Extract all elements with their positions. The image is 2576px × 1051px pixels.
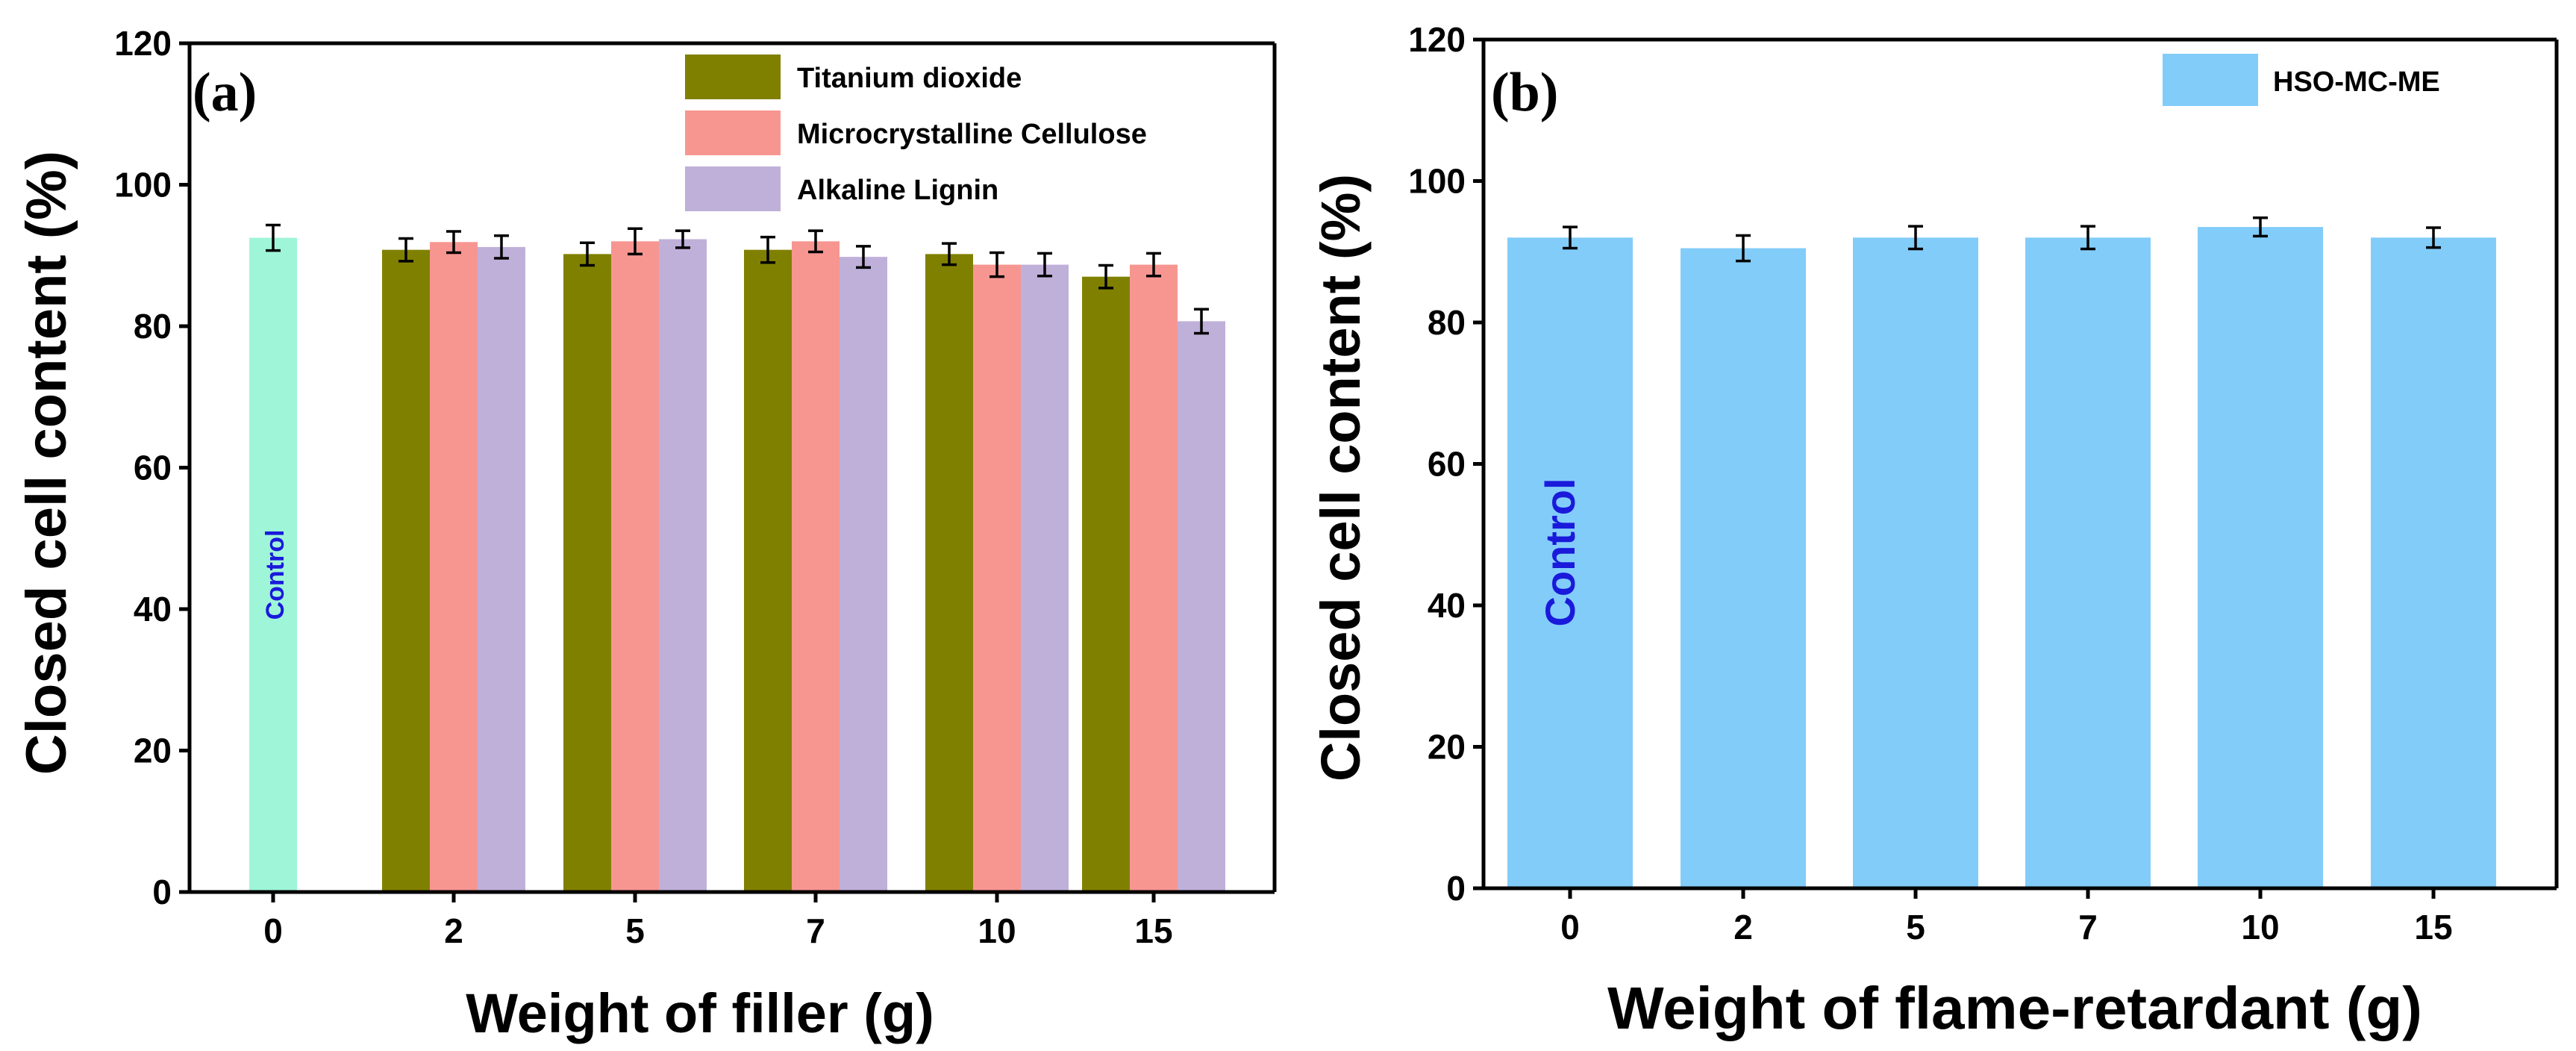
bar-hso-mc-me-7 bbox=[2025, 237, 2151, 888]
error-bar-titanium-dioxide-5 bbox=[580, 241, 595, 267]
panel-b-x-ticks: 0 2 5 7 10 15 bbox=[1560, 888, 2453, 946]
panel-a-label: (a) bbox=[193, 62, 257, 123]
error-bar-hso-mc-me-5 bbox=[1908, 225, 1923, 251]
panel-b-label: (b) bbox=[1491, 62, 1558, 123]
panel-b-legend: HSO-MC-ME bbox=[2163, 54, 2440, 106]
bar-hso-mc-me-2 bbox=[1681, 248, 1806, 888]
panel-a-x-ticks: 0 2 5 7 10 15 bbox=[263, 892, 1173, 950]
error-bar-alkaline-lignin-2 bbox=[494, 234, 509, 260]
bar-control-0 bbox=[249, 237, 297, 892]
x-tick-label: 15 bbox=[2414, 908, 2452, 946]
error-bar-titanium-dioxide-2 bbox=[398, 237, 413, 263]
legend-label-microcrystalline-cellulose: Microcrystalline Cellulose bbox=[797, 119, 1147, 150]
panel-b-y-axis-title: Closed cell content (%) bbox=[1310, 174, 1372, 782]
error-bar-titanium-dioxide-10 bbox=[942, 242, 957, 266]
error-bar-hso-mc-me-0 bbox=[1563, 225, 1578, 250]
chart-panel-a: (a) Control 0 20 40 60 80 100 120 0 2 5 7 10 15 Tit… bbox=[15, 24, 1277, 1044]
bar-microcrystalline-cellulose-10 bbox=[973, 264, 1021, 892]
bar-alkaline-lignin-15 bbox=[1178, 321, 1225, 892]
error-bar-microcrystalline-cellulose-10 bbox=[990, 251, 1004, 278]
error-bar-hso-mc-me-2 bbox=[1736, 234, 1751, 263]
x-tick-label: 0 bbox=[1560, 908, 1580, 946]
x-tick-label: 0 bbox=[263, 911, 283, 950]
y-tick-label: 20 bbox=[1428, 728, 1466, 767]
error-bar-microcrystalline-cellulose-5 bbox=[628, 227, 643, 256]
y-tick-label: 0 bbox=[152, 873, 172, 911]
x-tick-label: 7 bbox=[2078, 908, 2098, 946]
y-tick-label: 100 bbox=[1408, 162, 1466, 201]
error-bar-hso-mc-me-15 bbox=[2426, 226, 2441, 249]
bar-alkaline-lignin-2 bbox=[478, 246, 525, 892]
bar-alkaline-lignin-7 bbox=[840, 257, 887, 892]
y-tick-label: 80 bbox=[134, 307, 172, 346]
legend-label-titanium-dioxide: Titanium dioxide bbox=[797, 63, 1022, 94]
error-bar-microcrystalline-cellulose-15 bbox=[1146, 252, 1161, 278]
y-tick-label: 100 bbox=[114, 166, 172, 205]
x-tick-label: 2 bbox=[1734, 908, 1753, 946]
y-tick-label: 120 bbox=[1408, 20, 1466, 59]
legend-label-alkaline-lignin: Alkaline Lignin bbox=[797, 175, 998, 206]
panel-a-y-ticks: 0 20 40 60 80 100 120 bbox=[114, 24, 190, 911]
x-tick-label: 7 bbox=[806, 911, 825, 950]
error-bar-titanium-dioxide-7 bbox=[760, 235, 775, 264]
panel-a-error-bars bbox=[266, 223, 1209, 335]
x-tick-label: 10 bbox=[978, 911, 1016, 950]
error-bar-alkaline-lignin-10 bbox=[1037, 252, 1052, 278]
bar-hso-mc-me-10 bbox=[2198, 227, 2323, 888]
bar-hso-mc-me-0 bbox=[1507, 237, 1633, 888]
y-tick-label: 0 bbox=[1446, 869, 1466, 908]
panel-a-legend: Titanium dioxide Microcrystalline Cellul… bbox=[685, 54, 1147, 211]
x-tick-label: 10 bbox=[2241, 908, 2279, 946]
legend-swatch-alkaline-lignin bbox=[685, 166, 781, 211]
y-tick-label: 20 bbox=[134, 732, 172, 770]
legend-swatch-titanium-dioxide bbox=[685, 54, 781, 99]
bar-alkaline-lignin-5 bbox=[659, 239, 707, 892]
panel-a-y-axis-title: Closed cell content (%) bbox=[15, 151, 78, 775]
y-tick-label: 60 bbox=[134, 449, 172, 487]
y-tick-label: 40 bbox=[1428, 586, 1466, 625]
error-bar-microcrystalline-cellulose-2 bbox=[446, 230, 461, 255]
bar-titanium-dioxide-2 bbox=[382, 249, 430, 892]
x-tick-label: 5 bbox=[1906, 908, 1925, 946]
error-bar-titanium-dioxide-15 bbox=[1098, 263, 1113, 290]
bar-microcrystalline-cellulose-5 bbox=[611, 241, 659, 892]
bar-hso-mc-me-15 bbox=[2371, 237, 2496, 888]
error-bar-alkaline-lignin-7 bbox=[856, 245, 871, 269]
y-tick-label: 120 bbox=[114, 24, 172, 63]
x-tick-label: 5 bbox=[625, 911, 645, 950]
error-bar-alkaline-lignin-15 bbox=[1194, 308, 1209, 335]
panel-b-control-annotation: Control bbox=[1536, 478, 1584, 626]
panel-b-error-bars bbox=[1563, 216, 2441, 263]
bar-titanium-dioxide-7 bbox=[744, 249, 792, 892]
x-tick-label: 2 bbox=[444, 911, 463, 950]
error-bar-microcrystalline-cellulose-7 bbox=[808, 229, 823, 254]
error-bar-alkaline-lignin-5 bbox=[675, 229, 690, 249]
y-tick-label: 80 bbox=[1428, 303, 1466, 342]
error-bar-hso-mc-me-10 bbox=[2253, 216, 2268, 238]
legend-label-hso-mc-me: HSO-MC-ME bbox=[2273, 66, 2440, 98]
panel-b-y-ticks: 0 20 40 60 80 100 120 bbox=[1408, 20, 1484, 908]
bar-microcrystalline-cellulose-2 bbox=[430, 242, 478, 892]
x-tick-label: 15 bbox=[1134, 911, 1172, 950]
bar-alkaline-lignin-10 bbox=[1021, 264, 1069, 892]
panel-a-control-annotation: Control bbox=[261, 530, 290, 620]
legend-swatch-hso-mc-me bbox=[2163, 54, 2258, 106]
bar-titanium-dioxide-10 bbox=[925, 254, 973, 893]
bar-titanium-dioxide-5 bbox=[563, 254, 611, 893]
error-bar-control-0 bbox=[266, 223, 281, 252]
y-tick-label: 40 bbox=[134, 590, 172, 629]
panel-a-x-axis-title: Weight of filler (g) bbox=[466, 982, 934, 1044]
legend-swatch-microcrystalline-cellulose bbox=[685, 110, 781, 155]
panel-b-bars bbox=[1507, 227, 2496, 888]
error-bar-hso-mc-me-7 bbox=[2081, 225, 2095, 251]
y-tick-label: 60 bbox=[1428, 445, 1466, 484]
panel-a-bars bbox=[249, 237, 1225, 893]
panel-b-x-axis-title: Weight of flame-retardant (g) bbox=[1607, 975, 2422, 1041]
chart-panel-b: (b) Control 0 20 40 60 80 100 120 0 2 5 7 10 15 HSO… bbox=[1310, 20, 2559, 1041]
bar-titanium-dioxide-15 bbox=[1082, 276, 1130, 892]
bar-hso-mc-me-5 bbox=[1853, 237, 1978, 888]
bar-microcrystalline-cellulose-7 bbox=[792, 241, 840, 892]
bar-microcrystalline-cellulose-15 bbox=[1130, 264, 1178, 892]
